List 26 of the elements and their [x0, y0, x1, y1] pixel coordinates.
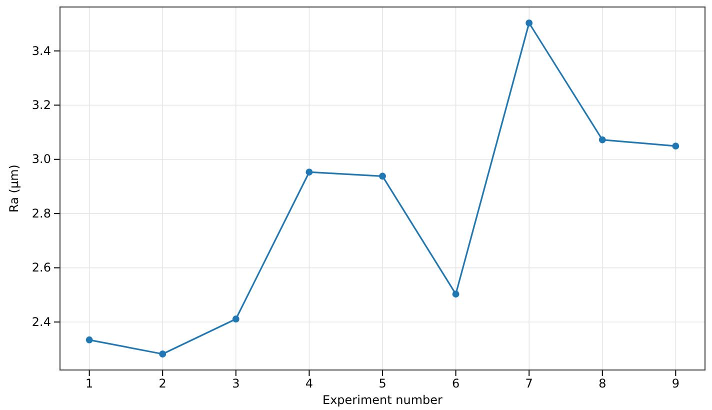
y-tick-label: 2.8 — [32, 206, 51, 220]
point — [598, 136, 606, 144]
point — [526, 20, 533, 26]
y-tick-label: 3.4 — [32, 44, 51, 58]
point — [452, 290, 460, 298]
x-tick-label: 9 — [672, 376, 680, 391]
x-tick-label: 4 — [305, 376, 314, 391]
x-tick-label: 5 — [378, 376, 386, 391]
x-tick-label: 6 — [452, 376, 460, 391]
point — [86, 336, 93, 344]
point — [232, 316, 240, 323]
y-tick-label: 3.0 — [32, 152, 51, 166]
y-tick-label: 2.4 — [32, 314, 51, 329]
x-tick-label: 8 — [598, 376, 606, 391]
point — [159, 350, 166, 358]
y-tick-label: 3.2 — [32, 98, 51, 112]
y-tick-label: 2.6 — [32, 260, 51, 275]
point — [672, 142, 680, 150]
x-tick-label: 1 — [86, 376, 94, 391]
x-axis-title: Experiment number — [322, 393, 443, 407]
x-tick-label: 3 — [232, 376, 240, 391]
x-tick-label: 7 — [525, 376, 533, 391]
point — [306, 168, 313, 176]
point — [379, 172, 386, 180]
y-axis-title: Ra (µm) — [7, 164, 21, 212]
x-tick-label: 2 — [158, 376, 166, 391]
